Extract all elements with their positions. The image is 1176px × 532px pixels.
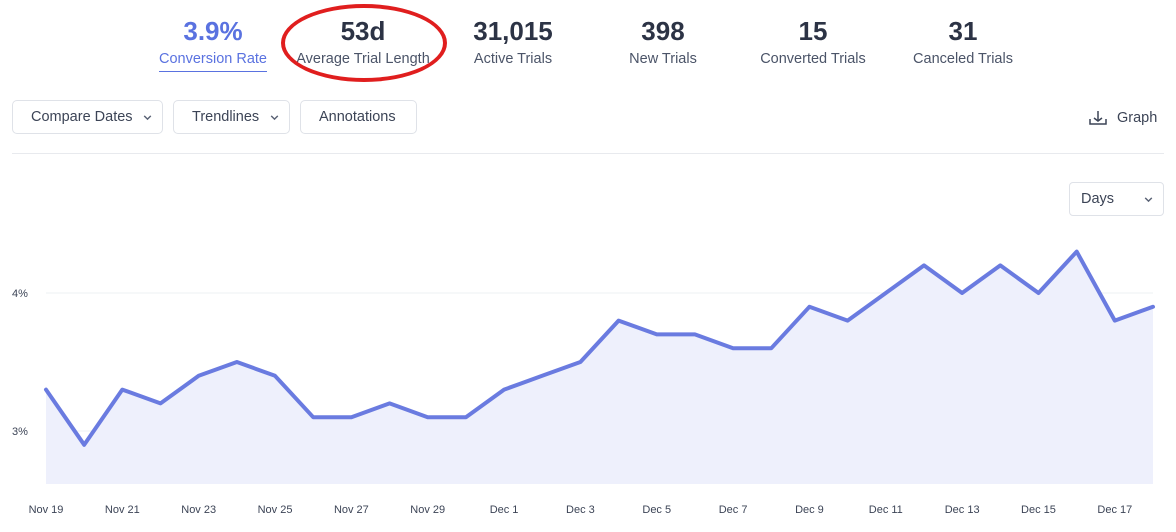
metric-canceled-trials[interactable]: 31 Canceled Trials — [888, 14, 1038, 70]
x-tick-label: Dec 7 — [719, 504, 748, 516]
metric-value: 3.9% — [183, 16, 243, 46]
x-tick-label: Dec 15 — [1021, 504, 1056, 516]
metric-converted-trials[interactable]: 15 Converted Trials — [738, 14, 888, 70]
metric-label: Conversion Rate — [159, 48, 267, 72]
metric-value: 398 — [641, 16, 685, 46]
conversion-rate-chart: 3% 4% Nov 19 Nov 21 Nov 23 Nov 25 Nov 27 Nov 2… — [12, 249, 1155, 516]
metric-conversion-rate[interactable]: 3.9% Conversion Rate — [138, 14, 288, 72]
compare-dates-label: Compare Dates — [31, 109, 133, 125]
x-tick-label: Nov 27 — [334, 504, 369, 516]
x-tick-label: Dec 9 — [795, 504, 824, 516]
chevron-down-icon — [1144, 197, 1153, 203]
annotations-label: Annotations — [319, 109, 396, 125]
metric-value: 31 — [948, 16, 978, 46]
metric-label: Average Trial Length — [296, 51, 430, 67]
chevron-down-icon — [143, 115, 152, 121]
x-tick-label: Nov 19 — [29, 504, 64, 516]
series-line-conversion-rate — [44, 249, 1155, 447]
metric-label: Canceled Trials — [913, 51, 1013, 67]
x-tick-label: Dec 17 — [1097, 504, 1132, 516]
trendlines-dropdown[interactable]: Trendlines — [173, 100, 290, 134]
download-graph-button[interactable]: Graph — [1088, 104, 1157, 132]
metric-label: Active Trials — [473, 51, 553, 67]
x-tick-label: Dec 13 — [945, 504, 980, 516]
granularity-value: Days — [1081, 191, 1115, 207]
trendlines-label: Trendlines — [192, 109, 260, 125]
compare-dates-dropdown[interactable]: Compare Dates — [12, 100, 163, 134]
x-tick-label: Dec 5 — [642, 504, 671, 516]
x-tick-label: Nov 21 — [105, 504, 140, 516]
y-axis-labels: 3% 4% — [12, 288, 28, 438]
metric-label: Converted Trials — [760, 51, 866, 67]
x-tick-label: Nov 25 — [258, 504, 293, 516]
y-tick-label: 4% — [12, 288, 28, 300]
annotations-button[interactable]: Annotations — [300, 100, 417, 134]
metric-value: 53d — [340, 16, 386, 46]
metric-value: 31,015 — [473, 16, 553, 46]
granularity-select[interactable]: Days — [1069, 182, 1164, 216]
x-axis-labels: Nov 19 Nov 21 Nov 23 Nov 25 Nov 27 Nov 29 Dec … — [29, 504, 1133, 516]
metric-value: 15 — [798, 16, 828, 46]
metrics-bar: 3.9% Conversion Rate 53d Average Trial L… — [0, 0, 1176, 82]
x-tick-label: Nov 29 — [410, 504, 445, 516]
divider — [12, 153, 1164, 154]
chart-area — [46, 251, 1153, 484]
download-icon — [1089, 111, 1107, 125]
metric-new-trials[interactable]: 398 New Trials — [588, 14, 738, 70]
metric-average-trial-length[interactable]: 53d Average Trial Length — [288, 14, 438, 70]
y-tick-label: 3% — [12, 426, 28, 438]
chart-line-layer — [44, 249, 1155, 447]
area-fill — [46, 251, 1153, 484]
graph-label: Graph — [1117, 110, 1158, 126]
chevron-down-icon — [270, 115, 279, 121]
metric-label: New Trials — [629, 51, 697, 67]
metric-active-trials[interactable]: 31,015 Active Trials — [438, 14, 588, 70]
x-tick-label: Dec 3 — [566, 504, 595, 516]
x-tick-label: Nov 23 — [181, 504, 216, 516]
x-tick-label: Dec 1 — [490, 504, 519, 516]
x-tick-label: Dec 11 — [869, 504, 903, 516]
